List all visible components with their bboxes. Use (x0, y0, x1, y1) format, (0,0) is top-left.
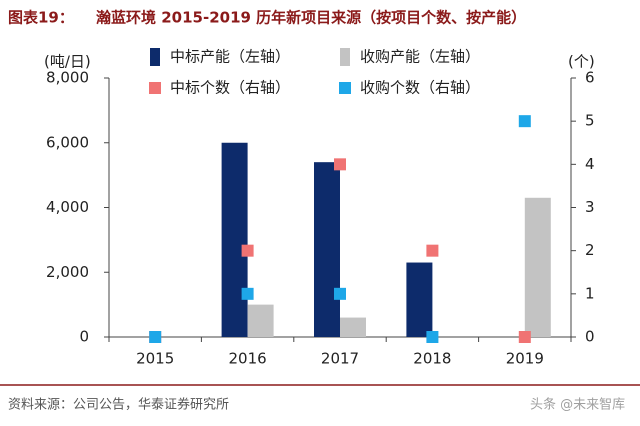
figure-label: 图表19： (8, 9, 74, 27)
y-tick-label: 2,000 (46, 263, 89, 281)
legend-swatch (150, 48, 160, 66)
y2-tick-label: 2 (585, 241, 595, 259)
bar (340, 317, 366, 337)
y2-tick-label: 4 (585, 155, 595, 173)
legend-label: 收购个数（右轴） (360, 79, 480, 97)
bar (314, 162, 340, 337)
bar (406, 262, 433, 337)
x-tick-label: 2016 (229, 350, 267, 368)
y-tick-label: 6,000 (46, 133, 89, 151)
y2-tick-label: 6 (585, 69, 595, 87)
legend-label: 中标个数（右轴） (170, 79, 290, 97)
bar (524, 197, 551, 337)
watermark: 头条 @未来智库 (530, 397, 625, 413)
marker (241, 244, 254, 257)
y2-tick-label: 1 (585, 284, 595, 302)
legend-swatch (340, 48, 350, 66)
bar (247, 304, 274, 337)
y2-tick-label: 3 (585, 198, 595, 216)
marker (518, 115, 531, 128)
x-tick-label: 2018 (413, 350, 451, 368)
marker (426, 331, 439, 343)
marker (149, 331, 162, 343)
marker (334, 158, 346, 171)
x-tick-label: 2017 (321, 350, 359, 368)
y-tick-label: 0 (79, 328, 89, 346)
legend-swatch (339, 82, 351, 94)
chart-title: 瀚蓝环境 2015-2019 历年新项目来源（按项目个数、按产能） (96, 9, 526, 27)
legend-label: 中标产能（左轴） (170, 48, 290, 66)
y2-tick-label: 0 (585, 328, 595, 346)
y-tick-label: 4,000 (46, 198, 89, 216)
source-note: 资料来源：公司公告，华泰证券研究所 (8, 397, 229, 413)
marker (334, 287, 346, 300)
bar (221, 142, 248, 337)
y-tick-label: 8,000 (46, 69, 89, 87)
y-axis-label: (吨/日) (44, 53, 91, 71)
marker (426, 244, 439, 257)
x-tick-label: 2019 (506, 350, 544, 368)
y2-tick-label: 5 (585, 112, 595, 130)
y2-axis-label: (个) (568, 53, 595, 71)
marker (241, 287, 254, 300)
marker (518, 331, 531, 343)
legend-swatch (149, 82, 161, 94)
legend-label: 收购产能（左轴） (360, 48, 480, 66)
x-tick-label: 2015 (136, 350, 174, 368)
